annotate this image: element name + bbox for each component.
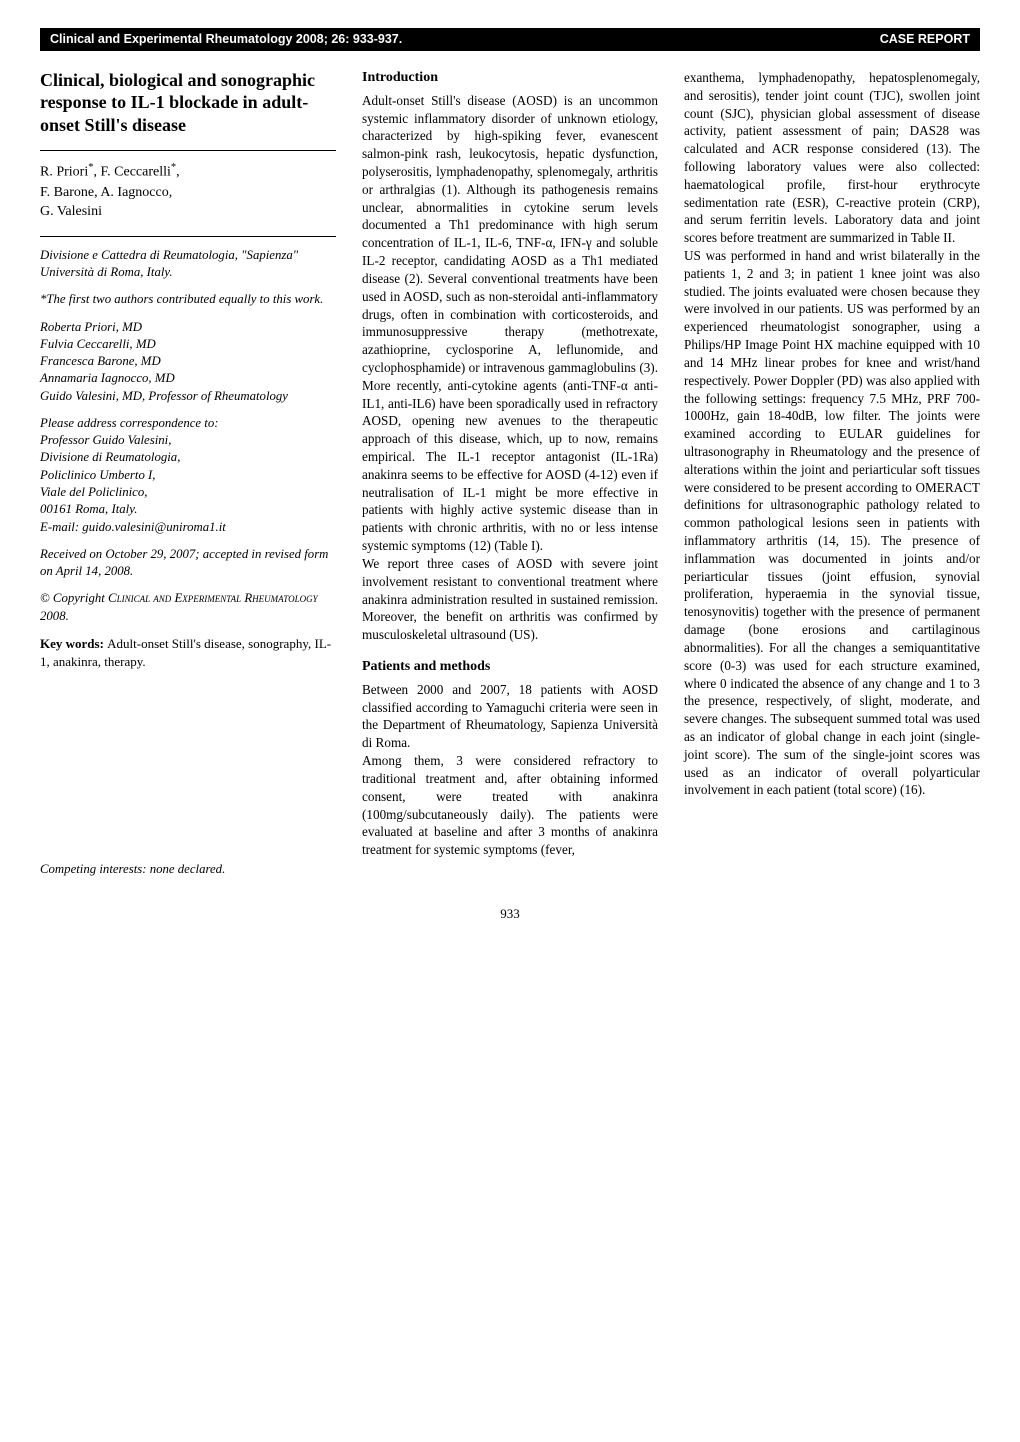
- column-middle: Introduction Adult-onset Still's disease…: [362, 69, 658, 879]
- journal-header-bar: Clinical and Experimental Rheumatology 2…: [40, 28, 980, 51]
- introduction-paragraph: We report three cases of AOSD with sever…: [362, 555, 658, 644]
- copyright-line: © Copyright Clinical and Experimental Rh…: [40, 590, 336, 625]
- copyright-journal: Clinical and Experimental Rheumatology: [108, 591, 318, 605]
- author-credential-line: Guido Valesini, MD, Professor of Rheumat…: [40, 388, 336, 405]
- authors-rule: [40, 236, 336, 237]
- journal-citation: Clinical and Experimental Rheumatology 2…: [50, 31, 402, 48]
- correspondence-line: Divisione di Reumatologia,: [40, 449, 336, 466]
- correspondence-block: Please address correspondence to: Profes…: [40, 415, 336, 536]
- title-rule: [40, 150, 336, 151]
- article-type-badge: CASE REPORT: [880, 31, 970, 48]
- correspondence-line: Policlinico Umberto I,: [40, 467, 336, 484]
- correspondence-line: Viale del Policlinico,: [40, 484, 336, 501]
- affiliation: Divisione e Cattedra di Reumatologia, "S…: [40, 247, 336, 282]
- copyright-year: 2008.: [40, 609, 69, 623]
- competing-interests: Competing interests: none declared.: [40, 861, 336, 878]
- author-credential-line: Roberta Priori, MD: [40, 319, 336, 336]
- keywords-label: Key words:: [40, 636, 107, 651]
- received-dates: Received on October 29, 2007; accepted i…: [40, 546, 336, 581]
- methods-paragraph: Among them, 3 were considered refractory…: [362, 752, 658, 859]
- author-credentials: Roberta Priori, MD Fulvia Ceccarelli, MD…: [40, 319, 336, 405]
- section-heading-methods: Patients and methods: [362, 658, 658, 677]
- section-heading-introduction: Introduction: [362, 69, 658, 88]
- keywords-block: Key words: Adult-onset Still's disease, …: [40, 635, 336, 671]
- copyright-prefix: © Copyright: [40, 591, 108, 605]
- article-title: Clinical, biological and sonographic res…: [40, 69, 336, 137]
- correspondence-intro: Please address correspondence to:: [40, 415, 336, 432]
- correspondence-name: Professor Guido Valesini,: [40, 432, 336, 449]
- methods-paragraph-continued: exanthema, lymphadenopathy, hepatospleno…: [684, 69, 980, 247]
- column-left: Clinical, biological and sonographic res…: [40, 69, 336, 879]
- introduction-paragraph: Adult-onset Still's disease (AOSD) is an…: [362, 92, 658, 555]
- correspondence-line: 00161 Roma, Italy.: [40, 501, 336, 518]
- correspondence-email: E-mail: guido.valesini@uniroma1.it: [40, 519, 336, 536]
- methods-paragraph: Between 2000 and 2007, 18 patients with …: [362, 681, 658, 752]
- author-credential-line: Francesca Barone, MD: [40, 353, 336, 370]
- equal-contribution-note: *The first two authors contributed equal…: [40, 291, 336, 308]
- column-right: exanthema, lymphadenopathy, hepatospleno…: [684, 69, 980, 879]
- page-number: 933: [40, 905, 980, 923]
- methods-paragraph: US was performed in hand and wrist bilat…: [684, 247, 980, 799]
- author-credential-line: Fulvia Ceccarelli, MD: [40, 336, 336, 353]
- authors-list: R. Priori*, F. Ceccarelli*, F. Barone, A…: [40, 161, 336, 221]
- author-credential-line: Annamaria Iagnocco, MD: [40, 370, 336, 387]
- page-columns: Clinical, biological and sonographic res…: [40, 69, 980, 879]
